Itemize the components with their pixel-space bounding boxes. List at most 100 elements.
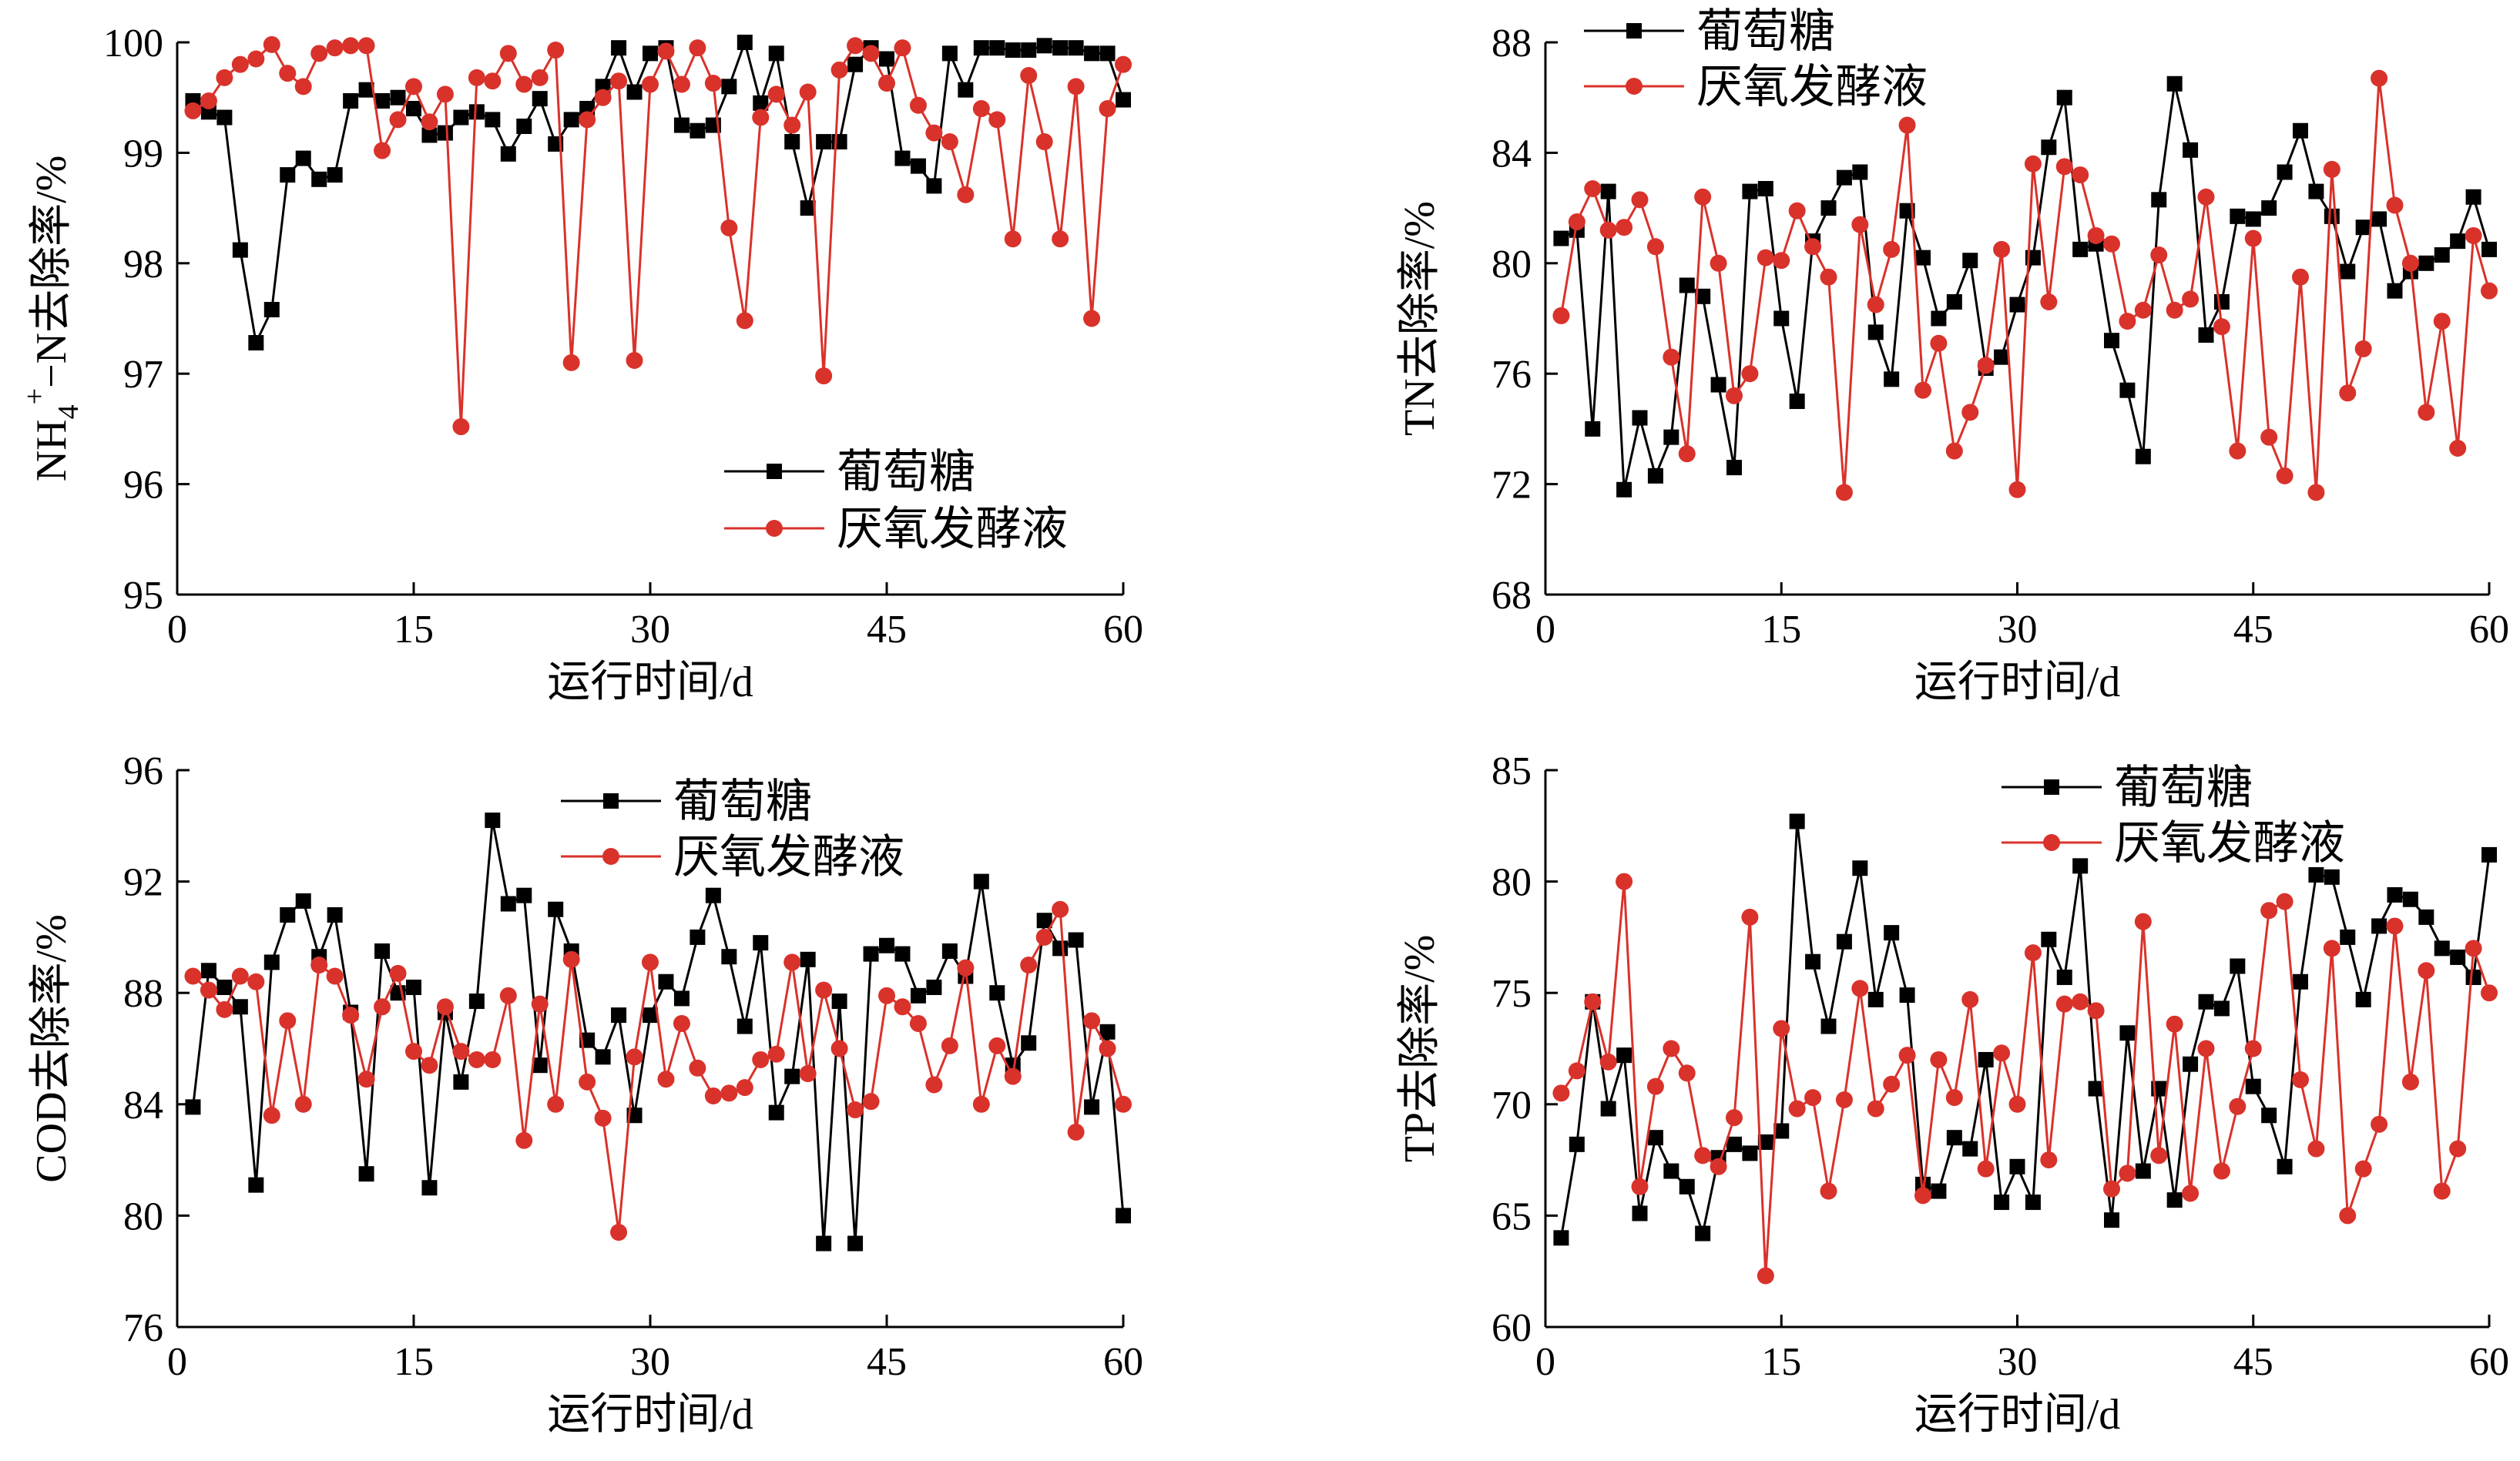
data-point	[531, 995, 549, 1013]
data-point	[1726, 1136, 1742, 1152]
legend-marker	[766, 520, 783, 537]
data-point	[1931, 310, 1947, 327]
data-point	[894, 39, 911, 57]
data-point	[1067, 1123, 1085, 1141]
y-axis-label-rest: −N去除率/%	[28, 156, 75, 388]
data-point	[1552, 307, 1570, 324]
data-point	[452, 418, 470, 436]
data-point	[2340, 929, 2356, 945]
series-line	[1559, 78, 2491, 493]
data-point	[484, 1051, 502, 1068]
data-point	[436, 85, 454, 103]
data-point	[500, 896, 516, 912]
data-point	[1036, 913, 1052, 929]
data-point	[389, 111, 407, 129]
x-tick-label: 15	[1761, 608, 1801, 652]
data-point	[2213, 318, 2230, 336]
data-point	[2386, 196, 2404, 214]
data-point	[2040, 293, 2058, 310]
data-point	[263, 954, 280, 970]
data-point	[579, 111, 596, 129]
data-point	[989, 40, 1005, 56]
data-point	[1741, 908, 1759, 926]
data-point	[1068, 40, 1084, 56]
data-point	[2104, 333, 2119, 349]
data-point	[1994, 349, 2010, 365]
data-point	[1115, 55, 1132, 73]
data-point	[2371, 69, 2388, 87]
data-point	[1694, 188, 1712, 206]
legend-marker	[767, 464, 782, 479]
data-point	[531, 69, 549, 86]
data-point	[2072, 166, 2089, 184]
data-point	[1993, 240, 2011, 258]
data-point	[1867, 1100, 1884, 1118]
data-point	[2355, 219, 2371, 236]
data-point	[1584, 180, 1602, 198]
legend-marker	[1626, 23, 1642, 39]
data-point	[1757, 1267, 1774, 1285]
data-point	[1099, 1040, 1116, 1057]
data-point	[784, 116, 801, 134]
data-point	[2041, 139, 2057, 156]
data-point	[957, 959, 975, 977]
y-tick-label: 68	[1492, 574, 1532, 618]
data-point	[879, 937, 894, 953]
legend-label: 厌氧发酵液	[837, 504, 1068, 555]
x-axis-label: 运行时间/d	[1914, 1391, 2121, 1439]
data-point	[2166, 1192, 2183, 1208]
data-point	[294, 78, 312, 96]
data-point	[1914, 381, 1931, 399]
data-point	[673, 990, 690, 1007]
data-point	[610, 1224, 628, 1242]
y-tick-label: 88	[1492, 22, 1532, 65]
data-point	[2025, 1195, 2041, 1211]
data-point	[1930, 1051, 1948, 1068]
data-point	[2024, 944, 2042, 962]
legend-label: 厌氧发酵液	[2114, 818, 2345, 869]
series-fermentation	[1552, 69, 2498, 501]
data-point	[1946, 1130, 1962, 1146]
data-point	[2434, 940, 2450, 957]
x-tick-label: 60	[2469, 608, 2509, 652]
data-point	[2103, 235, 2120, 253]
data-point	[2307, 1140, 2325, 1158]
data-point	[1678, 445, 1696, 463]
data-point	[280, 167, 296, 183]
data-point	[1883, 1075, 1901, 1093]
data-point	[926, 979, 942, 995]
data-point	[626, 1048, 643, 1066]
data-point	[279, 65, 297, 82]
data-point	[1961, 404, 1979, 421]
data-point	[1631, 191, 1649, 209]
data-point	[2293, 122, 2308, 139]
y-tick-label: 100	[103, 22, 163, 65]
data-point	[200, 963, 216, 979]
data-point	[1068, 932, 1084, 948]
data-point	[1710, 1158, 1727, 1175]
x-tick-label: 30	[630, 1340, 670, 1384]
data-point	[405, 1043, 422, 1061]
data-point	[2244, 1040, 2262, 1057]
data-point	[1679, 1178, 1695, 1195]
data-point	[2323, 160, 2340, 178]
y-tick-label: 75	[1492, 972, 1532, 1016]
data-point	[736, 312, 753, 330]
data-point	[941, 133, 958, 151]
data-point	[957, 186, 975, 203]
data-point	[1930, 334, 1948, 352]
data-point	[421, 1180, 438, 1196]
data-point	[1946, 293, 1962, 310]
data-point	[721, 79, 737, 95]
data-point	[1663, 348, 1680, 366]
data-point	[1726, 387, 1743, 404]
data-point	[216, 979, 233, 995]
data-point	[2134, 301, 2152, 319]
data-point	[343, 93, 359, 109]
data-point	[280, 906, 296, 923]
data-point	[1115, 1095, 1132, 1113]
data-point	[2182, 290, 2200, 308]
data-point	[263, 35, 280, 53]
legend-label: 葡萄糖	[837, 447, 975, 498]
